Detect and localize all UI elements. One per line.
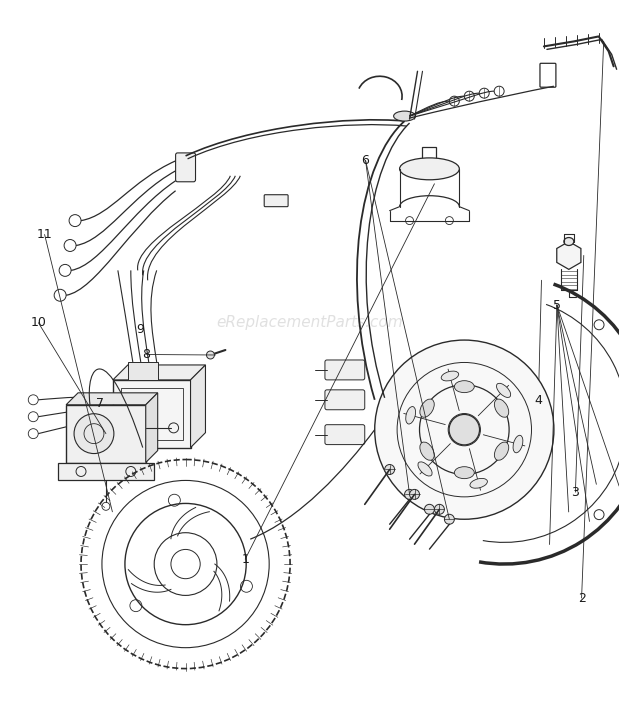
Ellipse shape xyxy=(454,381,474,393)
FancyBboxPatch shape xyxy=(264,195,288,206)
FancyBboxPatch shape xyxy=(175,153,195,182)
Text: 5: 5 xyxy=(553,298,561,311)
Polygon shape xyxy=(66,405,146,462)
Polygon shape xyxy=(190,365,205,447)
FancyBboxPatch shape xyxy=(325,390,365,410)
Circle shape xyxy=(206,351,215,359)
Text: 4: 4 xyxy=(534,394,542,407)
FancyBboxPatch shape xyxy=(540,63,556,87)
Ellipse shape xyxy=(494,399,509,418)
Ellipse shape xyxy=(513,435,523,453)
Text: 1: 1 xyxy=(241,553,249,566)
Ellipse shape xyxy=(497,384,511,398)
Ellipse shape xyxy=(420,399,434,418)
Text: 8: 8 xyxy=(143,348,151,361)
Ellipse shape xyxy=(564,238,574,245)
Ellipse shape xyxy=(418,462,432,476)
FancyBboxPatch shape xyxy=(325,360,365,380)
Text: 6: 6 xyxy=(361,154,370,167)
Circle shape xyxy=(405,489,415,499)
Polygon shape xyxy=(146,393,157,462)
Text: 9: 9 xyxy=(136,323,144,336)
Ellipse shape xyxy=(470,479,487,489)
Circle shape xyxy=(74,414,114,454)
Polygon shape xyxy=(128,362,157,380)
Polygon shape xyxy=(66,393,157,405)
Circle shape xyxy=(445,514,454,524)
Circle shape xyxy=(435,504,445,514)
Polygon shape xyxy=(113,380,190,447)
Polygon shape xyxy=(58,462,154,481)
Ellipse shape xyxy=(454,467,474,479)
FancyBboxPatch shape xyxy=(325,425,365,445)
Text: 11: 11 xyxy=(37,228,53,241)
Ellipse shape xyxy=(420,442,434,460)
Text: 7: 7 xyxy=(96,398,104,411)
Ellipse shape xyxy=(400,158,459,180)
Circle shape xyxy=(410,489,420,499)
Ellipse shape xyxy=(441,371,459,381)
Text: 2: 2 xyxy=(578,591,585,605)
Circle shape xyxy=(425,504,435,514)
Polygon shape xyxy=(113,365,205,380)
Text: eReplacementParts.com: eReplacementParts.com xyxy=(216,316,404,330)
Text: 3: 3 xyxy=(572,486,579,498)
Ellipse shape xyxy=(394,111,415,121)
FancyBboxPatch shape xyxy=(422,147,436,161)
Circle shape xyxy=(449,415,479,445)
Text: 10: 10 xyxy=(30,316,46,329)
Ellipse shape xyxy=(405,406,415,424)
Ellipse shape xyxy=(494,442,509,460)
Circle shape xyxy=(374,340,554,519)
Polygon shape xyxy=(557,242,581,269)
Circle shape xyxy=(384,464,394,474)
